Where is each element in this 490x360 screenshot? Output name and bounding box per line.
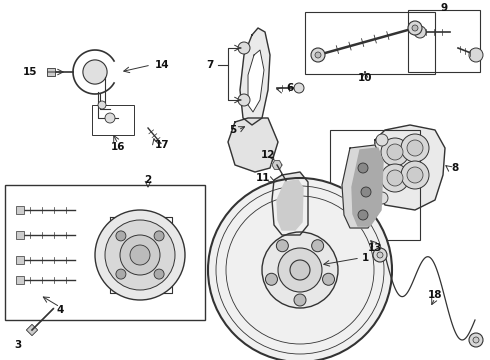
Text: 1: 1 (362, 253, 368, 263)
Circle shape (358, 210, 368, 220)
Polygon shape (248, 50, 264, 112)
Polygon shape (272, 172, 308, 235)
Polygon shape (352, 148, 383, 226)
Circle shape (262, 232, 338, 308)
Text: 15: 15 (23, 67, 37, 77)
Text: 8: 8 (451, 163, 459, 173)
Circle shape (95, 210, 185, 300)
Bar (16, 256, 24, 264)
Circle shape (294, 294, 306, 306)
Bar (5, 185, 205, 320)
Circle shape (116, 269, 126, 279)
Circle shape (387, 144, 403, 160)
Circle shape (116, 231, 126, 241)
Polygon shape (240, 28, 270, 125)
Polygon shape (272, 161, 282, 169)
Circle shape (401, 161, 429, 189)
Circle shape (83, 60, 107, 84)
Circle shape (154, 269, 164, 279)
Bar (92, 105, 134, 135)
Bar (16, 231, 24, 239)
Circle shape (361, 187, 371, 197)
Circle shape (130, 245, 150, 265)
Text: 4: 4 (56, 305, 64, 315)
Circle shape (98, 101, 106, 109)
Text: 18: 18 (428, 290, 442, 300)
Polygon shape (342, 145, 382, 228)
Text: 2: 2 (145, 175, 151, 185)
Circle shape (401, 134, 429, 162)
Bar (305, 12, 435, 74)
Polygon shape (228, 118, 278, 172)
Circle shape (469, 48, 483, 62)
Circle shape (276, 240, 289, 252)
Circle shape (407, 140, 423, 156)
Text: 7: 7 (206, 60, 214, 70)
Circle shape (358, 163, 368, 173)
Circle shape (408, 21, 422, 35)
Circle shape (376, 134, 388, 146)
Bar (408, 10, 480, 72)
Circle shape (311, 48, 325, 62)
Circle shape (373, 248, 387, 262)
Circle shape (473, 337, 479, 343)
Text: 13: 13 (368, 243, 382, 253)
Bar (330, 130, 420, 240)
Bar (16, 276, 24, 284)
Circle shape (238, 94, 250, 106)
Circle shape (208, 178, 392, 360)
Text: 5: 5 (229, 125, 237, 135)
Circle shape (278, 248, 322, 292)
Circle shape (312, 240, 323, 252)
Circle shape (414, 26, 426, 38)
Circle shape (387, 170, 403, 186)
Circle shape (407, 167, 423, 183)
Circle shape (105, 220, 175, 290)
Circle shape (294, 83, 304, 93)
Bar (16, 206, 24, 214)
Polygon shape (277, 180, 303, 230)
Text: 14: 14 (155, 60, 170, 70)
Text: 11: 11 (256, 173, 270, 183)
Circle shape (105, 113, 115, 123)
Circle shape (315, 52, 321, 58)
Circle shape (322, 273, 335, 285)
Circle shape (120, 235, 160, 275)
Circle shape (266, 273, 277, 285)
Text: 6: 6 (286, 83, 294, 93)
Text: 9: 9 (441, 3, 447, 13)
Circle shape (381, 138, 409, 166)
Text: 3: 3 (14, 340, 22, 350)
Bar (47, 68, 55, 76)
Circle shape (154, 231, 164, 241)
Circle shape (377, 252, 383, 258)
Circle shape (412, 25, 418, 31)
Text: 17: 17 (155, 140, 170, 150)
Text: 16: 16 (111, 142, 125, 152)
Text: 10: 10 (358, 73, 372, 83)
Circle shape (469, 333, 483, 347)
Circle shape (376, 192, 388, 204)
Text: 12: 12 (261, 150, 275, 160)
Polygon shape (373, 125, 445, 210)
Circle shape (381, 164, 409, 192)
Bar (26, 324, 38, 336)
Circle shape (290, 260, 310, 280)
Circle shape (238, 42, 250, 54)
